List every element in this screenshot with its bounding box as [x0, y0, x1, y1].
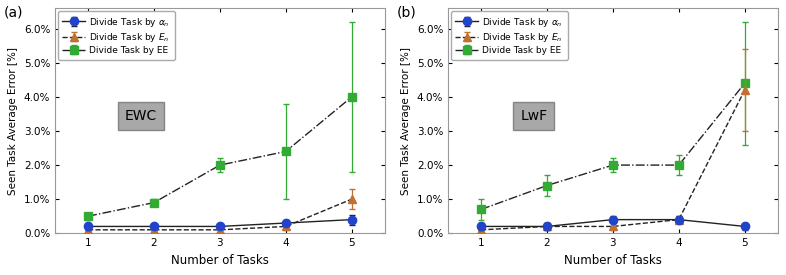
Y-axis label: Seen Task Average Error [%]: Seen Task Average Error [%] — [9, 47, 18, 195]
Legend: Divide Task by $\alpha_n$, Divide Task by $E_n$, Divide Task by EE: Divide Task by $\alpha_n$, Divide Task b… — [451, 11, 567, 60]
Text: EWC: EWC — [125, 109, 157, 123]
X-axis label: Number of Tasks: Number of Tasks — [564, 254, 662, 267]
Text: (b): (b) — [397, 6, 417, 20]
Y-axis label: Seen Task Average Error [%]: Seen Task Average Error [%] — [402, 47, 411, 195]
Legend: Divide Task by $\alpha_n$, Divide Task by $E_n$, Divide Task by EE: Divide Task by $\alpha_n$, Divide Task b… — [58, 11, 174, 60]
Text: LwF: LwF — [520, 109, 547, 123]
X-axis label: Number of Tasks: Number of Tasks — [171, 254, 269, 267]
Text: (a): (a) — [4, 6, 24, 20]
